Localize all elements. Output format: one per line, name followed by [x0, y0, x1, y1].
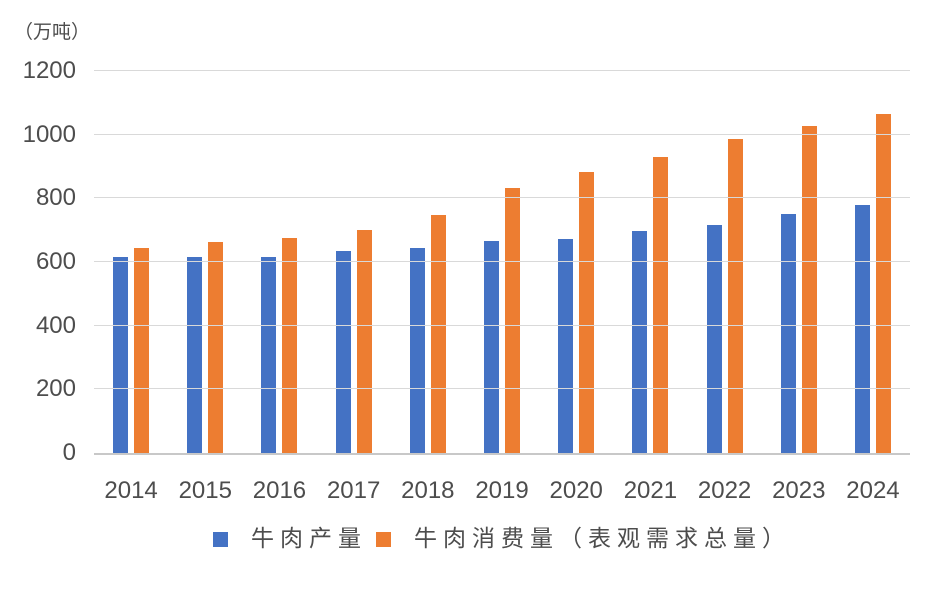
bar-consumption [653, 156, 669, 453]
y-axis-unit-label: （万吨） [14, 22, 91, 43]
x-axis-label: 2023 [772, 477, 826, 504]
gridline [94, 70, 910, 71]
gridline [94, 133, 910, 135]
bar-production [261, 256, 277, 453]
bar-consumption [875, 113, 891, 453]
bar-group [168, 71, 242, 453]
bar-consumption [282, 238, 298, 453]
gridline [94, 324, 910, 326]
gridline [94, 197, 910, 199]
x-axis-label: 2021 [623, 477, 678, 504]
x-axis-label: 2018 [401, 477, 455, 504]
legend-item: 牛肉产量 [213, 525, 367, 553]
bar-production [632, 231, 648, 453]
bar-production [854, 205, 870, 453]
y-axis-label: 0 [62, 439, 76, 466]
bar-series-container [94, 71, 910, 453]
y-axis-tick-labels: 0 200 400 600 800 1000 1200 [0, 59, 76, 465]
plot-area [94, 70, 910, 455]
bar-consumption [579, 171, 595, 453]
bar-consumption [505, 187, 521, 453]
legend: 牛肉产量 牛肉消费量（表观需求总量） [94, 524, 910, 554]
gridline [94, 388, 910, 390]
bar-group [688, 71, 762, 453]
bar-group [836, 71, 910, 453]
gridline [94, 261, 910, 262]
x-axis-label: 2024 [846, 477, 900, 504]
bar-group [762, 71, 836, 453]
x-axis-label: 2014 [104, 477, 158, 504]
bar-group [465, 71, 539, 453]
bar-group [613, 71, 687, 453]
bar-production [484, 241, 500, 453]
legend-label: 牛肉产量 [251, 525, 367, 552]
bar-consumption [430, 215, 446, 453]
bar-group [317, 71, 391, 453]
bar-group [539, 71, 613, 453]
x-axis-label: 2019 [475, 477, 529, 504]
x-axis-label: 2022 [697, 477, 752, 504]
x-axis-label: 2015 [178, 477, 232, 504]
bar-production [780, 213, 796, 453]
x-axis-label: 2017 [326, 477, 381, 504]
bar-production [113, 256, 129, 453]
bar-production [706, 224, 722, 453]
y-axis-label: 800 [35, 184, 76, 212]
bar-consumption [208, 241, 224, 453]
bar-group [391, 71, 465, 453]
x-axis-label: 2016 [252, 477, 307, 504]
y-axis-label: 600 [35, 248, 76, 275]
bar-production [409, 248, 425, 453]
legend-item: 牛肉消费量（表观需求总量） [376, 525, 791, 553]
x-axis-label: 2020 [549, 477, 603, 504]
y-axis-label: 1200 [22, 57, 76, 84]
y-axis-label: 400 [35, 311, 76, 339]
legend-swatch [376, 531, 391, 547]
bar-group [242, 71, 316, 453]
bar-consumption [134, 247, 150, 453]
bar-consumption [727, 139, 743, 453]
bar-consumption [801, 126, 817, 453]
y-axis-label: 1000 [22, 120, 76, 148]
bar-production [335, 251, 351, 453]
bar-production [558, 239, 574, 453]
y-axis-label: 200 [35, 375, 76, 403]
bar-production [187, 256, 203, 453]
legend-swatch [213, 531, 228, 547]
bar-group [94, 71, 168, 453]
legend-label: 牛肉消费量（表观需求总量） [414, 525, 791, 552]
x-axis-tick-labels: 2014 2015 2016 2017 2018 2019 2020 2021 2022 2023… [94, 477, 910, 506]
bar-consumption [356, 229, 372, 453]
